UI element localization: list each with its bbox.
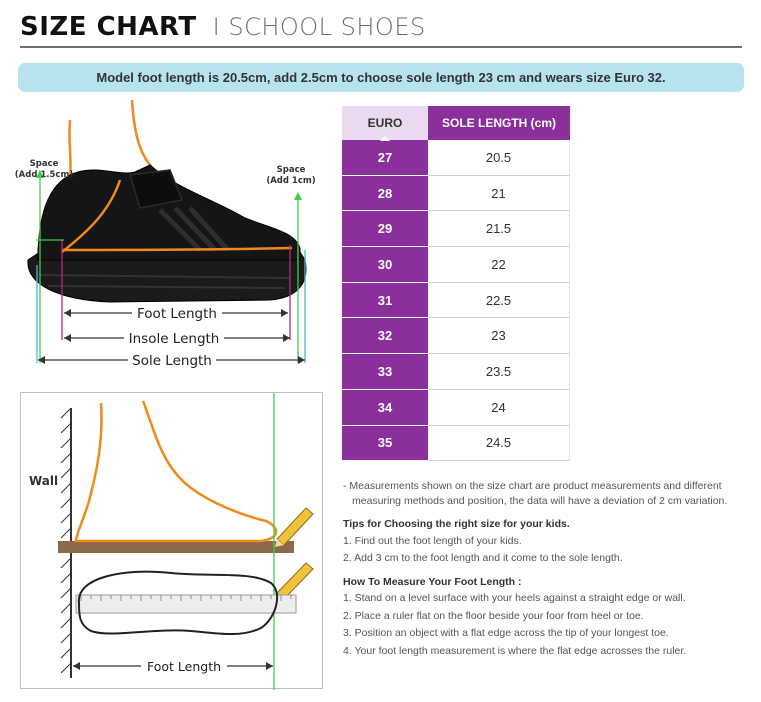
foot-top-outline-icon — [77, 570, 279, 636]
tip-item: 1. Find out the foot length of your kids… — [343, 534, 522, 547]
page-subtitle: I SCHOOL SHOES — [212, 13, 426, 41]
foot-length-label: Foot Length — [137, 306, 217, 322]
euro-size-cell: 32 — [342, 318, 428, 355]
table-row: 32 23 — [342, 318, 570, 355]
sole-length-cell: 21 — [428, 175, 570, 212]
euro-size-cell: 33 — [342, 354, 428, 390]
tips-title: Tips for Choosing the right size for you… — [343, 518, 570, 530]
table-header-row: EURO SOLE LENGTH (cm) — [342, 106, 570, 141]
space-left-label-line1: Space — [30, 159, 59, 169]
foot-measure-drawing: Wall Fo — [29, 393, 314, 690]
measure-foot-length-label: Foot Length — [147, 659, 221, 674]
space-right-label-line1: Space — [277, 165, 306, 175]
shoe-measurement-diagram: Space (Add 1.5cm) Space (Add 1cm) Foot L… — [15, 100, 316, 369]
table-row: 27 20.5 — [342, 140, 570, 176]
pencil-icon — [275, 507, 314, 547]
foot-measure-diagram: Wall Fo — [20, 392, 323, 690]
howto-item: 4. Your foot length measurement is where… — [343, 644, 687, 657]
page-title: SIZE CHART — [20, 12, 197, 42]
howto-item: 3. Position an object with a flat edge a… — [343, 627, 669, 639]
euro-size-cell: 30 — [342, 247, 428, 283]
column-header-sole-length: SOLE LENGTH (cm) — [428, 106, 570, 140]
ruler-icon — [75, 594, 297, 614]
floor-plank-icon — [58, 541, 294, 553]
sole-length-cell: 21.5 — [428, 211, 570, 248]
foot-side-outline-icon — [74, 400, 278, 543]
tip-item: 2. Add 3 cm to the foot length and it co… — [343, 552, 623, 564]
measurement-disclaimer: - Measurements shown on the size chart a… — [343, 480, 728, 507]
euro-size-cell: 29 — [342, 211, 428, 248]
table-row: 34 24 — [342, 389, 570, 426]
size-table: EURO SOLE LENGTH (cm) 27 20.5 28 21 29 2… — [342, 106, 570, 462]
table-row: 31 22.5 — [342, 282, 570, 319]
sole-length-cell: 24 — [428, 389, 570, 426]
table-row: 35 24.5 — [342, 425, 570, 462]
euro-size-cell: 27 — [342, 140, 428, 176]
sole-length-cell: 20.5 — [428, 140, 570, 176]
euro-size-cell: 34 — [342, 389, 428, 426]
column-header-euro: EURO — [342, 106, 428, 141]
sole-length-label: Sole Length — [132, 353, 212, 369]
sole-length-cell: 22 — [428, 247, 570, 283]
sole-length-cell: 22.5 — [428, 282, 570, 319]
header-divider — [20, 46, 742, 48]
space-right-label-line2: (Add 1cm) — [266, 176, 315, 186]
howto-item: 1. Stand on a level surface with your he… — [343, 592, 686, 604]
howto-title: How To Measure Your Foot Length : — [343, 575, 522, 588]
table-row: 30 22 — [342, 247, 570, 283]
sole-length-cell: 23 — [428, 318, 570, 355]
table-row: 28 21 — [342, 175, 570, 212]
table-row: 29 21.5 — [342, 211, 570, 248]
insole-length-label: Insole Length — [129, 331, 220, 347]
notes-section: - Measurements shown on the size chart a… — [343, 479, 753, 661]
sole-length-cell: 23.5 — [428, 354, 570, 390]
model-info-banner: Model foot length is 20.5cm, add 2.5cm t… — [18, 63, 744, 92]
euro-size-cell: 31 — [342, 282, 428, 319]
page-header: SIZE CHART I SCHOOL SHOES — [20, 12, 426, 42]
euro-size-cell: 28 — [342, 175, 428, 212]
euro-size-cell: 35 — [342, 425, 428, 462]
table-row: 33 23.5 — [342, 354, 570, 390]
wall-label: Wall — [29, 474, 58, 488]
howto-item: 2. Place a ruler flat on the floor besid… — [343, 609, 644, 622]
space-left-label-line2: (Add 1.5cm) — [15, 170, 74, 180]
sole-length-cell: 24.5 — [428, 425, 570, 462]
shoe-upper-icon — [37, 164, 301, 261]
